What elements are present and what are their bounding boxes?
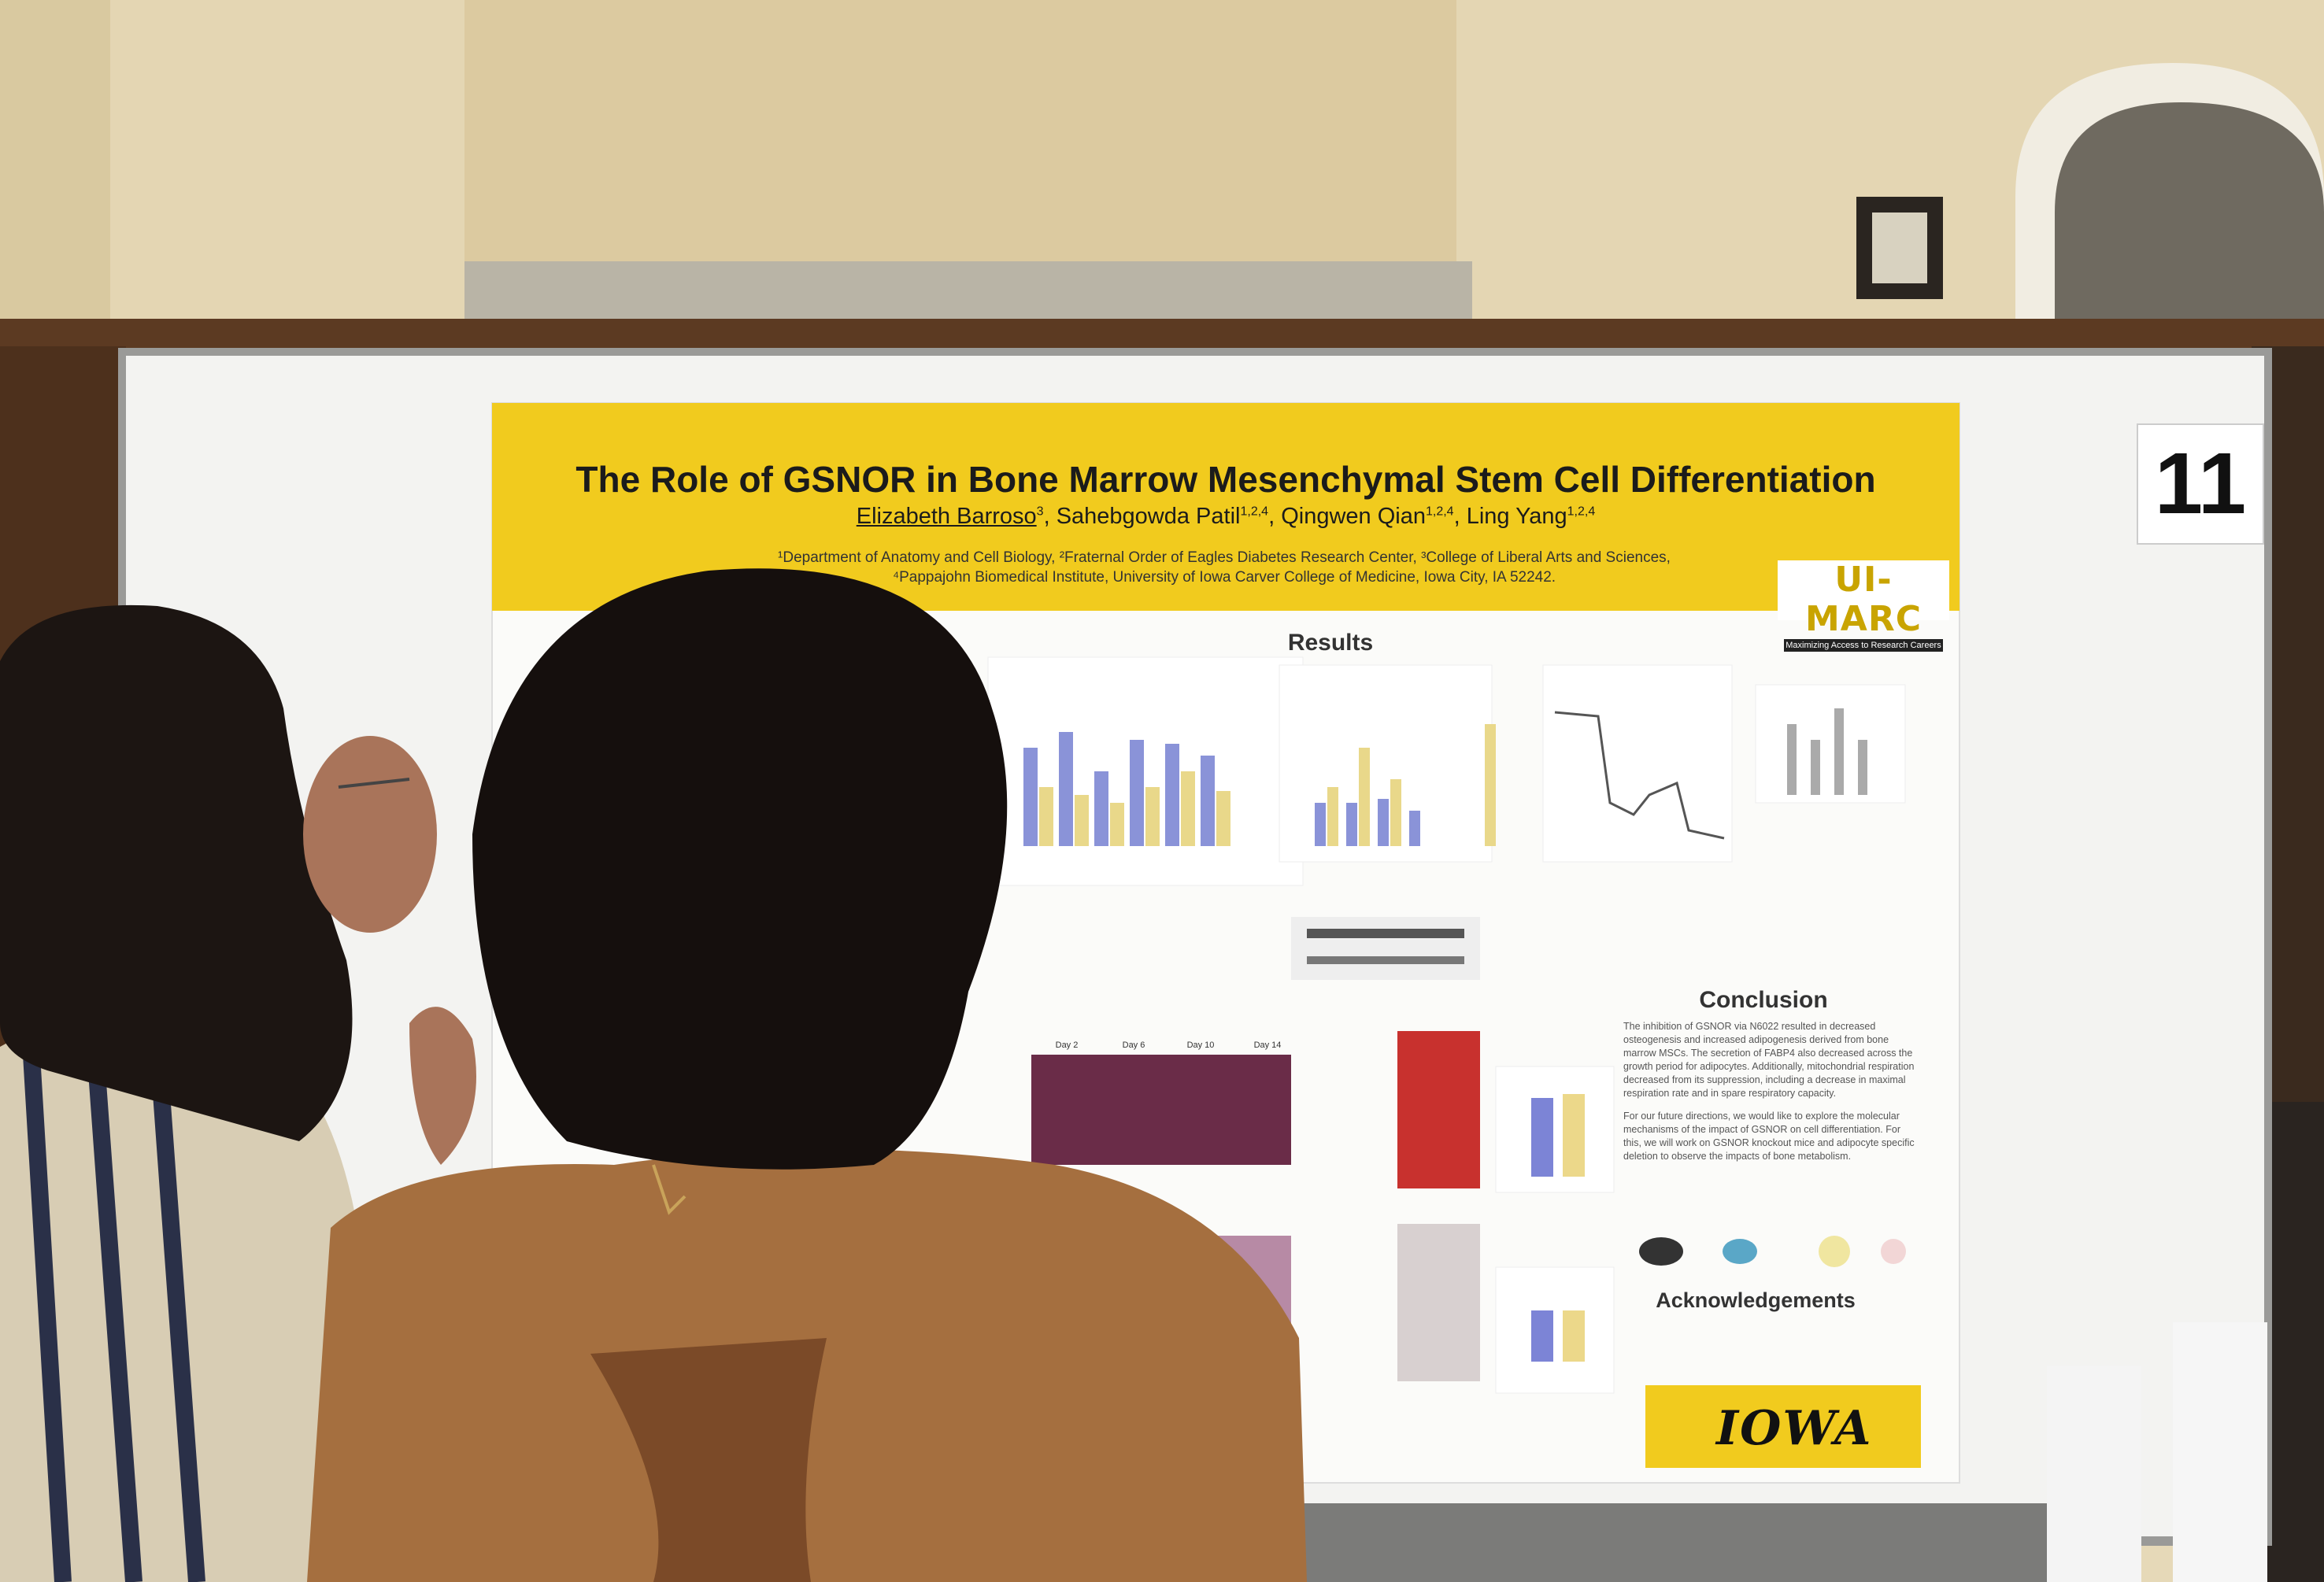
day-label: Day 6 [1122, 1040, 1145, 1050]
author-affiliation-index: 1,2,4 [1425, 505, 1454, 519]
results-heading: Results [1287, 630, 1374, 656]
day-label: Day 2 [1055, 1040, 1079, 1050]
logo-name: UI-MARC [1804, 560, 1922, 639]
author: Qingwen Qian1,2,4, [1281, 504, 1467, 529]
author: Sahebgowda Patil1,2,4, [1056, 504, 1282, 529]
author: Elizabeth Barroso3, [856, 504, 1057, 529]
affiliation-line: ¹Department of Anatomy and Cell Biology,… [778, 549, 1671, 566]
author: Ling Yang1,2,4 [1467, 504, 1596, 529]
university-logo: IOWA [1716, 1401, 1873, 1456]
author-name: Elizabeth Barroso [856, 504, 1037, 529]
conclusion-paragraph: The inhibition of GSNOR via N6022 result… [1623, 1021, 1915, 1099]
day-label: Day 14 [1253, 1040, 1282, 1050]
poster-title: The Role of GSNOR in Bone Marrow Mesench… [575, 459, 1876, 500]
author-affiliation-index: 1,2,4 [1567, 505, 1596, 519]
author-name: Ling Yang [1466, 504, 1567, 529]
poster-affiliations: ¹Department of Anatomy and Cell Biology,… [677, 548, 1771, 587]
author-name: Sahebgowda Patil [1056, 504, 1241, 529]
acknowledgements-heading: Acknowledgements [1656, 1288, 1856, 1312]
ui-marc-logo: UI-MARC Maximizing Access to Research Ca… [1778, 560, 1949, 652]
conclusion-heading: Conclusion [1699, 987, 1828, 1013]
logo-tagline: Maximizing Access to Research Careers [1784, 639, 1943, 652]
day-label: Day 10 [1186, 1040, 1215, 1050]
author-name: Qingwen Qian [1281, 504, 1426, 529]
author-affiliation-index: 1,2,4 [1240, 505, 1269, 519]
poster-authors: Elizabeth Barroso3, Sahebgowda Patil1,2,… [492, 504, 1959, 530]
conclusion-text: The inhibition of GSNOR via N6022 result… [1623, 1020, 1915, 1173]
conclusion-paragraph: For our future directions, we would like… [1623, 1111, 1915, 1162]
board-number: 11 [2137, 423, 2264, 545]
author-affiliation-index: 3 [1036, 505, 1044, 519]
affiliation-line: ⁴Pappajohn Biomedical Institute, Univers… [892, 569, 1556, 586]
